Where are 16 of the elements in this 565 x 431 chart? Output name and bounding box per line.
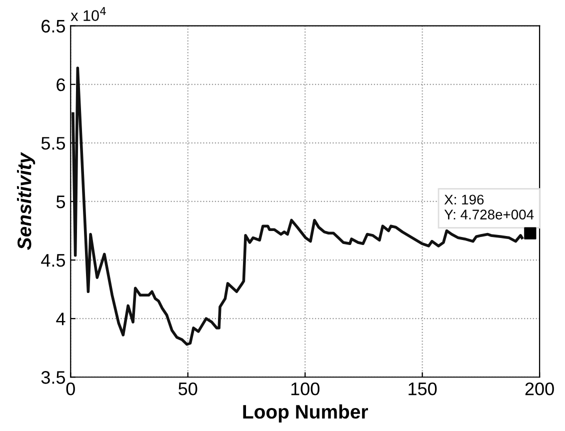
y-axis-title: Sensitivity [16, 152, 36, 250]
x-axis-title: Loop Number [243, 404, 368, 422]
x-tick-label: 200 [525, 382, 554, 396]
y-tick-label: 4 [56, 312, 66, 326]
x-tick-label: 0 [66, 382, 75, 396]
y-tick-label: 5 [56, 196, 66, 208]
annotation: X: 196 Y: 4.728e+004 [444, 194, 534, 220]
y-tick-label: 3.5 [41, 371, 66, 384]
text: x 10$^{4}$ [70, 7, 106, 21]
x-tick-label: 50 [178, 382, 198, 396]
x-tick-label: 150 [408, 382, 437, 396]
y-tick-label: 5.5 [41, 137, 66, 150]
y-tick-label: 6.5 [42, 20, 66, 33]
y-tick-label: 4.5 [41, 254, 66, 267]
x-tick-label: 100 [291, 382, 320, 396]
y-tick-label: 6 [56, 78, 65, 92]
